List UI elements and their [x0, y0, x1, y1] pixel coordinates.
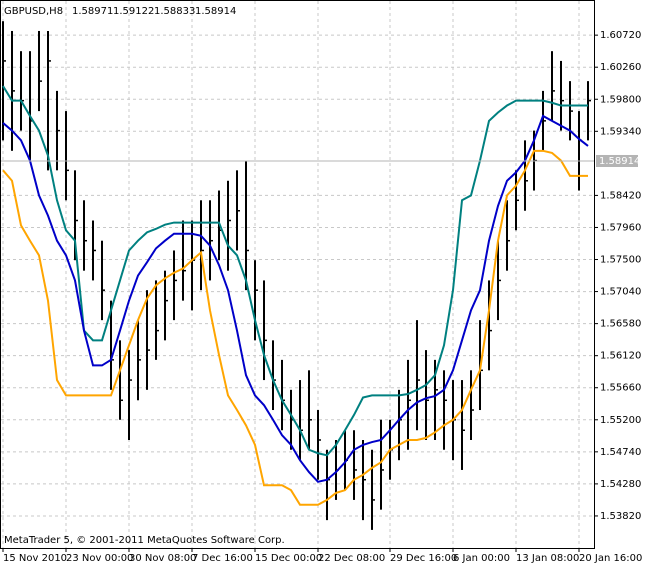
- y-tick-label: 1.53820: [600, 511, 641, 522]
- channel-line: [2, 85, 588, 457]
- channel-line: [2, 114, 589, 483]
- y-tick-label: 1.56580: [600, 319, 641, 330]
- y-tick-label: 1.59340: [600, 126, 641, 137]
- x-tick-label: 20 Jan 16:00: [579, 553, 642, 564]
- x-tick-label: 7 Dec 16:00: [192, 553, 253, 564]
- x-tick-label: 22 Dec 08:00: [318, 553, 385, 564]
- y-tick-label: 1.54740: [600, 447, 641, 458]
- bid-label: 1.58914: [599, 156, 640, 167]
- x-tick-label: 6 Jan 00:00: [453, 553, 510, 564]
- marks: [1, 21, 594, 530]
- y-tick-label: 1.57960: [600, 222, 641, 233]
- y-tick-label: 1.54280: [600, 479, 641, 490]
- y-tick-label: 1.58420: [600, 190, 641, 201]
- y-tick-label: 1.57500: [600, 255, 641, 266]
- ohlc-high: 1.59122: [113, 6, 154, 17]
- grid: [1, 1, 594, 548]
- y-tick-label: 1.60260: [600, 62, 641, 73]
- labels: GBPUSD,H8 1.58971 1.59122 1.58833 1.5891…: [2, 6, 642, 564]
- copyright: MetaTrader 5, © 2001-2011 MetaQuotes Sof…: [4, 535, 285, 546]
- y-tick-label: 1.55200: [600, 415, 641, 426]
- x-tick-label: 29 Dec 16:00: [390, 553, 457, 564]
- ohlc-open: 1.58971: [72, 6, 113, 17]
- ohlc-close: 1.58914: [195, 6, 236, 17]
- x-tick-label: 15 Nov 2010: [3, 553, 67, 564]
- y-tick-label: 1.59800: [600, 94, 641, 105]
- plot-frame: [0, 0, 595, 549]
- symbol: GBPUSD,H8: [4, 6, 63, 17]
- y-tick-label: 1.57040: [600, 287, 641, 298]
- channel-line: [2, 149, 588, 506]
- y-tick-label: 1.56120: [600, 351, 641, 362]
- y-tick-label: 1.55660: [600, 383, 641, 394]
- y-tick-label: 1.60720: [600, 30, 641, 41]
- ohlc-low: 1.58833: [154, 6, 195, 17]
- x-tick-label: 30 Nov 08:00: [129, 553, 196, 564]
- x-tick-label: 13 Jan 08:00: [516, 553, 579, 564]
- x-tick-label: 15 Dec 00:00: [255, 553, 322, 564]
- x-tick-label: 23 Nov 00:00: [66, 553, 133, 564]
- bid-label-bg: [596, 154, 638, 167]
